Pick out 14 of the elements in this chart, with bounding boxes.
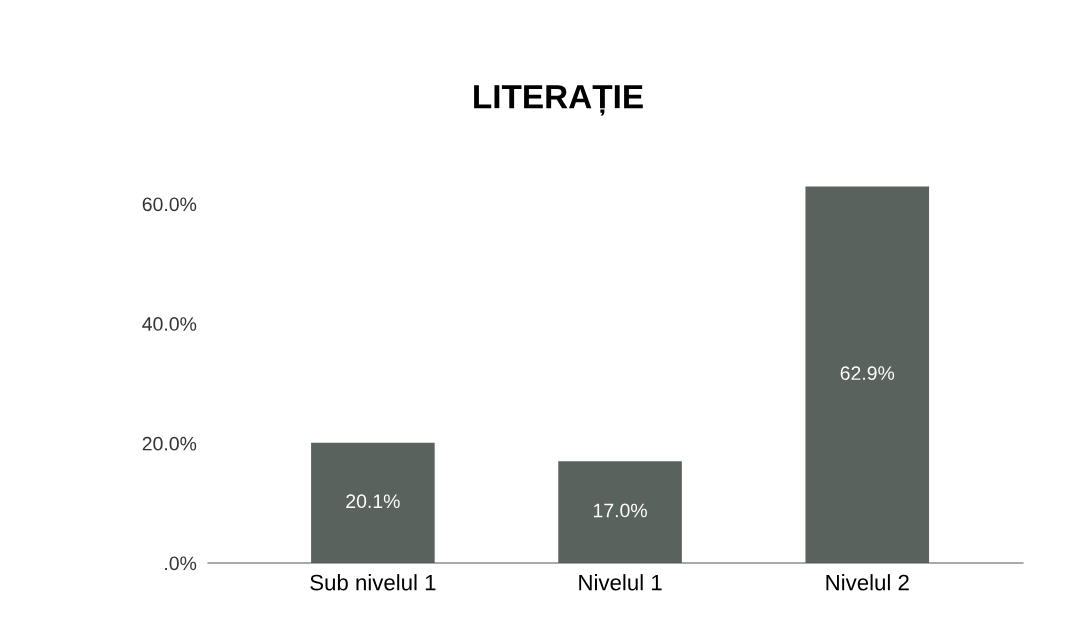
data-label: 20.1% [346, 494, 400, 509]
bar [558, 461, 682, 563]
y-tick-label: 60.0% [142, 197, 197, 212]
bar [311, 442, 435, 563]
x-tick-label: Sub nivelul 1 [310, 574, 436, 591]
y-tick-label: 20.0% [142, 436, 197, 451]
chart-title: LITERAȚIE [474, 85, 643, 116]
data-label: 62.9% [840, 366, 895, 381]
bar [805, 186, 930, 563]
x-tick-label: Nivelul 1 [579, 574, 662, 591]
data-label: 17.0% [593, 503, 647, 518]
x-tick-label: Nivelul 2 [826, 574, 909, 591]
y-tick-label: 40.0% [142, 317, 197, 331]
y-tick-label: .0% [165, 556, 197, 571]
